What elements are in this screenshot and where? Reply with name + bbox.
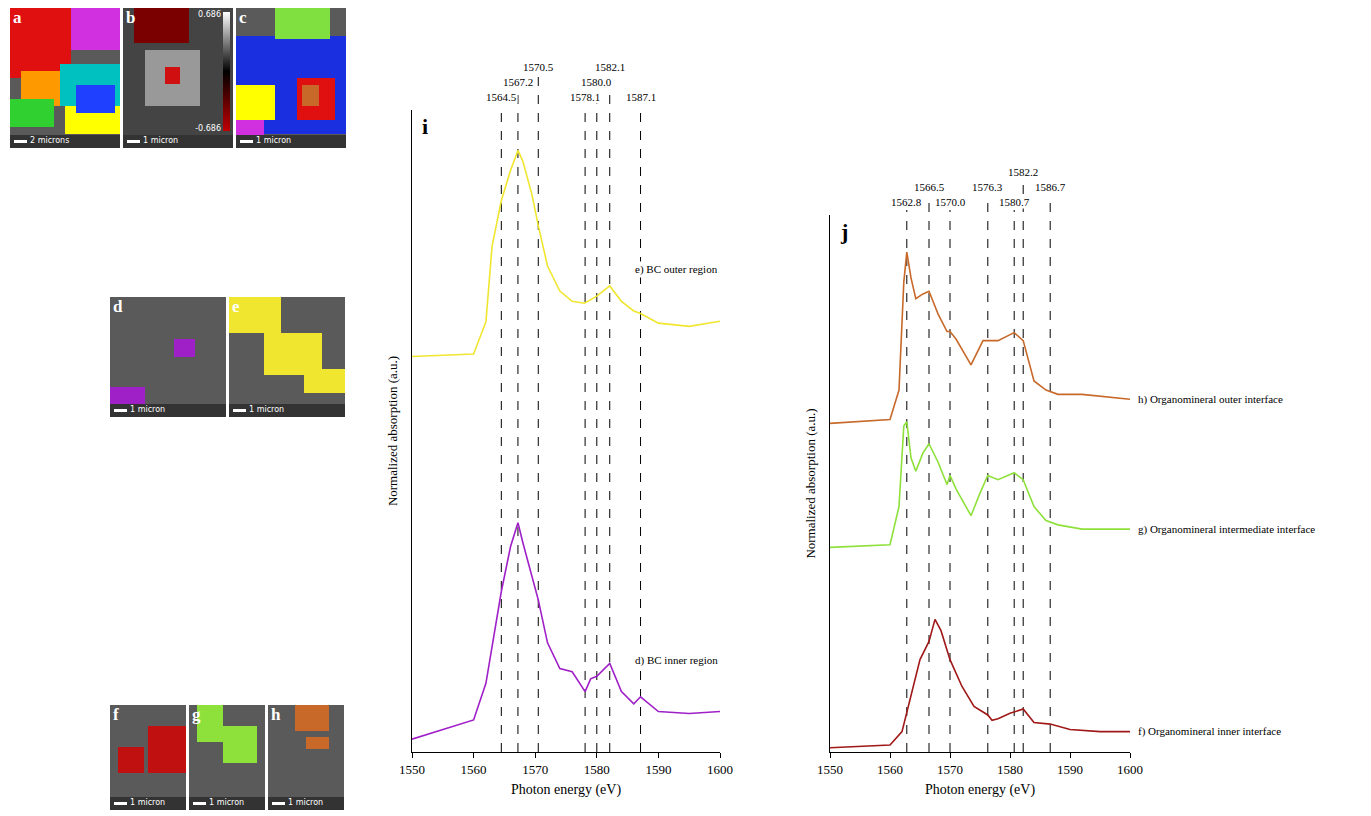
html-text:0.686: 0.686 [198,10,221,19]
svg-text:d) BC inner region: d) BC inner region [635,654,718,667]
svg-text:1570.0: 1570.0 [935,196,966,208]
svg-text:1580: 1580 [584,762,610,777]
html-text:d: d [113,297,123,316]
svg-text:1564.5: 1564.5 [486,91,517,103]
svg-text:i: i [422,114,428,139]
html-text:c: c [239,8,247,27]
svg-text:1550: 1550 [399,762,425,777]
svg-text:1550: 1550 [817,762,843,777]
html-text:a: a [13,8,22,27]
svg-text:1567.2: 1567.2 [503,76,533,88]
svg-text:1580: 1580 [997,762,1023,777]
svg-text:1578.1: 1578.1 [570,91,600,103]
html-text:1 micron: 1 micron [209,798,245,807]
html-text:1 micron: 1 micron [256,136,292,145]
svg-text:e) BC outer region: e) BC outer region [635,263,718,276]
svg-text:1600: 1600 [707,762,733,777]
svg-text:1580.0: 1580.0 [581,76,612,88]
svg-text:1570: 1570 [937,762,963,777]
html-text:2 microns: 2 microns [30,136,70,145]
svg-text:1580.7: 1580.7 [999,196,1030,208]
html-text:h: h [271,705,281,724]
html-text:f: f [113,705,119,724]
svg-text:h) Organomineral outer interfa: h) Organomineral outer interface [1138,393,1283,406]
svg-text:1560: 1560 [877,762,903,777]
html-text:1 micron: 1 micron [130,405,166,414]
svg-text:1582.1: 1582.1 [595,61,625,73]
svg-text:1590: 1590 [1057,762,1083,777]
html-text:e: e [232,297,240,316]
svg-text:1590: 1590 [645,762,671,777]
html-text:-0.686: -0.686 [195,124,221,133]
svg-text:1570: 1570 [522,762,548,777]
html-text:1 micron: 1 micron [143,136,179,145]
svg-text:1576.3: 1576.3 [972,181,1003,193]
html-text:1 micron: 1 micron [249,405,285,414]
svg-text:Normalized absorption (a.u.): Normalized absorption (a.u.) [803,408,818,558]
svg-text:1586.7: 1586.7 [1035,181,1066,193]
svg-text:1582.2: 1582.2 [1008,166,1038,178]
svg-text:Photon energy (eV): Photon energy (eV) [925,782,1035,798]
html-text:g: g [192,705,201,724]
svg-text:1587.1: 1587.1 [626,91,656,103]
svg-text:1600: 1600 [1117,762,1143,777]
svg-text:1562.8: 1562.8 [891,196,922,208]
svg-text:1570.5: 1570.5 [523,61,554,73]
svg-text:1560: 1560 [461,762,487,777]
svg-text:1566.5: 1566.5 [914,181,945,193]
html-text:b: b [126,8,136,27]
html-text:1 micron: 1 micron [130,798,166,807]
svg-text:f) Organomineral inner interfa: f) Organomineral inner interface [1138,725,1281,738]
svg-text:j: j [840,219,848,244]
svg-text:Photon energy (eV): Photon energy (eV) [511,782,621,798]
svg-text:g) Organomineral intermediate: g) Organomineral intermediate interface [1138,523,1315,536]
svg-text:Normalized absorption (a.u.): Normalized absorption (a.u.) [385,356,400,506]
html-text:1 micron: 1 micron [288,798,324,807]
